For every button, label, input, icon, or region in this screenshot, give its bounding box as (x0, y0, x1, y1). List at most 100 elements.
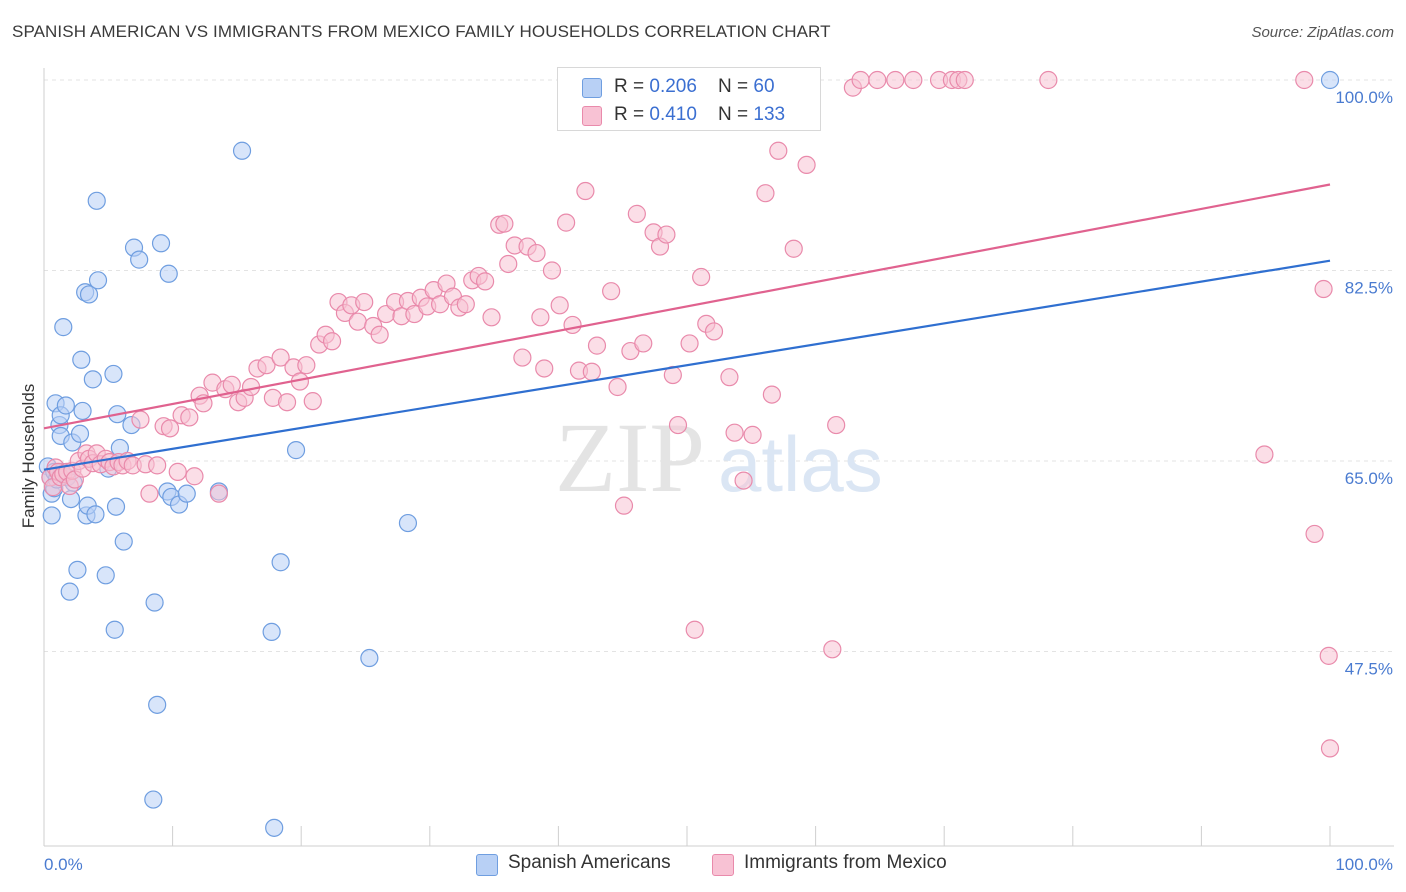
data-point-blue (87, 191, 106, 210)
legend-n-value: 133 (753, 104, 786, 125)
data-point-blue (130, 250, 149, 269)
data-point-blue (60, 582, 79, 601)
data-point-pink (140, 484, 159, 503)
watermark: ZIP atlas (555, 402, 883, 513)
data-point-pink (756, 184, 775, 203)
data-point-blue (151, 234, 171, 253)
legend-row-spanish-americans: R = 0.206 N = 60 (558, 72, 820, 102)
legend-label: Immigrants from Mexico (744, 852, 947, 873)
x-tick-label: 100.0% (1335, 855, 1393, 874)
data-point-blue (398, 513, 418, 533)
y-tick-label: 100.0% (1335, 88, 1393, 107)
data-point-blue (73, 401, 92, 421)
data-point-pink (531, 308, 550, 327)
data-point-pink (475, 272, 495, 291)
data-point-pink (868, 70, 887, 90)
legend-swatch-blue (582, 78, 602, 98)
data-point-pink (704, 322, 724, 341)
data-point-blue (265, 818, 284, 837)
data-point-blue (42, 506, 61, 525)
data-point-pink (657, 225, 676, 244)
data-point-pink (743, 425, 762, 444)
data-point-pink (1039, 70, 1058, 90)
data-point-pink (769, 141, 788, 160)
legend-n-label: N = (718, 104, 754, 125)
data-point-pink (1305, 524, 1324, 544)
data-point-pink (482, 308, 501, 327)
data-point-pink (602, 282, 621, 301)
data-point-blue (232, 141, 252, 160)
data-point-pink (550, 296, 569, 315)
data-point-blue (72, 350, 91, 369)
legend-swatch-pink (712, 854, 734, 876)
data-point-blue (54, 318, 73, 337)
trend-line-pink (43, 183, 1331, 430)
data-point-pink (762, 385, 781, 404)
data-point-pink (680, 334, 699, 353)
data-point-pink (634, 334, 653, 353)
data-point-pink (271, 348, 290, 367)
data-point-pink (209, 484, 228, 503)
gridlines (44, 79, 1394, 652)
chart-title: SPANISH AMERICAN VS IMMIGRANTS FROM MEXI… (12, 22, 831, 41)
y-axis-label: Family Households (19, 384, 38, 529)
legend-label: Spanish Americans (508, 852, 671, 873)
data-point-blue (145, 593, 164, 612)
data-point-pink (1314, 279, 1333, 299)
data-point-pink (827, 415, 846, 435)
data-point-blue (106, 497, 126, 516)
data-point-pink (725, 423, 744, 442)
data-point-blue (79, 285, 99, 304)
data-point-pink (160, 419, 180, 438)
series-legend: Spanish Americans Immigrants from Mexico (0, 852, 1406, 878)
data-point-pink (886, 70, 905, 90)
data-point-pink (322, 332, 342, 351)
legend-r-value: 0.206 (649, 76, 697, 97)
data-point-blue (262, 622, 281, 642)
data-point-pink (685, 620, 704, 639)
data-point-pink (355, 292, 374, 312)
data-point-pink (168, 462, 187, 481)
data-point-pink (456, 295, 475, 314)
data-point-pink (557, 213, 576, 232)
data-point-pink (499, 254, 518, 274)
legend-swatch-pink (582, 106, 602, 126)
data-point-pink (668, 415, 688, 435)
data-point-pink (348, 312, 367, 331)
x-tick-label: 0.0% (44, 855, 83, 874)
legend-r-label: R = (614, 104, 650, 125)
data-point-pink (692, 267, 711, 287)
y-tick-label: 65.0% (1345, 469, 1393, 488)
data-point-pink (1255, 445, 1274, 464)
data-point-blue (148, 695, 167, 714)
data-point-pink (527, 243, 546, 263)
data-point-pink (955, 70, 974, 90)
source-credit: Source: ZipAtlas.com (1251, 24, 1394, 41)
legend-n-value: 60 (753, 76, 775, 97)
data-point-pink (627, 204, 646, 223)
stats-legend: R = 0.206 N = 60 R = 0.410 N = 133 (557, 67, 821, 131)
data-point-blue (88, 271, 108, 290)
data-point-blue (83, 370, 102, 389)
data-point-blue (177, 484, 196, 503)
data-point-blue (271, 553, 290, 572)
data-point-pink (535, 359, 554, 378)
data-point-blue (360, 648, 379, 668)
data-point-blue (68, 560, 87, 579)
trend-lines (43, 183, 1331, 471)
data-point-pink (297, 356, 316, 375)
data-point-pink (1320, 739, 1340, 758)
data-point-blue (96, 566, 115, 585)
data-point-pink (582, 362, 601, 381)
data-point-blue (144, 790, 163, 809)
data-point-blue (86, 505, 105, 524)
data-point-pink (185, 467, 204, 486)
data-point-pink (614, 496, 634, 515)
data-point-pink (277, 393, 297, 412)
data-point-pink (720, 368, 739, 387)
y-tick-labels: 100.0% 82.5% 65.0% 47.5% (1335, 88, 1393, 679)
data-point-pink (1319, 646, 1338, 665)
data-point-pink (823, 640, 842, 659)
data-point-pink (851, 70, 870, 90)
